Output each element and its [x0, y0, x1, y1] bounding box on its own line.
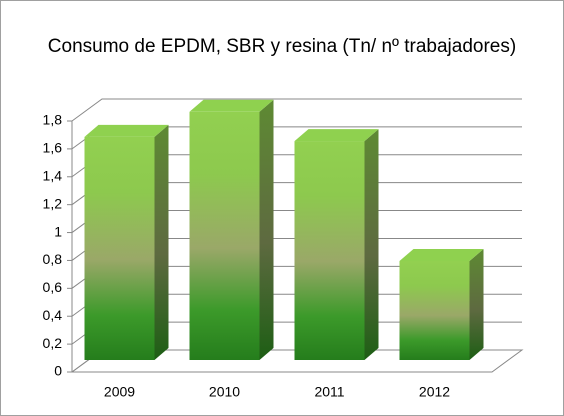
bar: [294, 141, 365, 360]
y-tick-label: 0,2: [43, 335, 63, 351]
bar-top: [399, 248, 484, 261]
bar-side: [364, 129, 379, 360]
grid-line: [71, 98, 522, 122]
bar: [399, 260, 470, 360]
y-tick-label: 1,2: [43, 195, 63, 211]
y-tick-label: 0,8: [43, 251, 63, 267]
y-tick-label: 0: [54, 363, 62, 379]
y-tick-label: 1,4: [43, 167, 63, 183]
y-tick-label: 1: [54, 223, 62, 239]
bar-top: [294, 129, 379, 142]
bar-side: [259, 99, 274, 361]
bar: [189, 111, 260, 361]
x-tick-label: 2010: [209, 384, 240, 400]
y-tick-label: 1,6: [43, 140, 63, 156]
x-tick-label: 2009: [104, 384, 135, 400]
chart-title: Consumo de EPDM, SBR y resina (Tn/ nº tr…: [48, 36, 516, 57]
bar-top: [84, 124, 169, 137]
x-tick-label: 2012: [419, 384, 450, 400]
bar-side: [154, 124, 169, 360]
x-tick-label: 2011: [314, 384, 344, 400]
y-tick-label: 0,6: [43, 279, 63, 295]
y-tick-label: 0,4: [43, 307, 63, 323]
y-tick-label: 1,8: [43, 112, 63, 128]
bar-side: [469, 248, 484, 360]
bar: [84, 136, 155, 360]
bar-top: [189, 99, 274, 112]
